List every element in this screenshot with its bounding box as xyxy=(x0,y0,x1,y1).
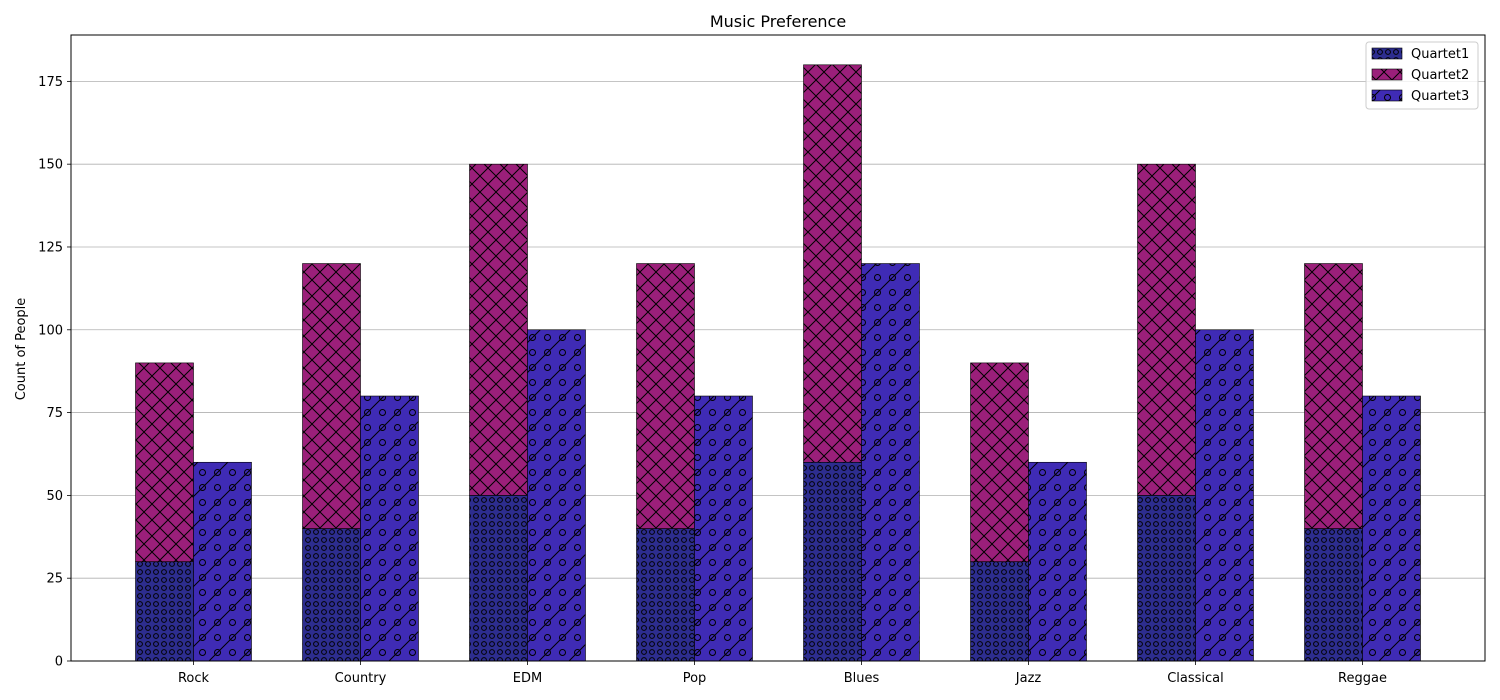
y-tick-label: 150 xyxy=(38,158,63,173)
bars-layer xyxy=(135,64,1421,662)
legend-swatch-quartet2 xyxy=(1371,68,1403,81)
y-tick-label: 175 xyxy=(38,75,63,90)
bar-quartet2-pop xyxy=(636,263,695,529)
y-tick-label: 50 xyxy=(46,489,63,504)
x-tick-label: Pop xyxy=(683,671,707,686)
bar-quartet2-jazz xyxy=(970,362,1029,562)
bar-quartet2-reggae xyxy=(1304,263,1363,529)
y-tick-label: 0 xyxy=(55,655,63,670)
axis-layer: 0 25 50 75 100 125 150 175 Rock Country EDM Pop Blue… xyxy=(38,34,1486,686)
bar-quartet1-pop xyxy=(636,528,695,662)
legend-item-quartet1: Quartet1 xyxy=(1371,47,1469,62)
bar-quartet3-rock xyxy=(193,461,252,662)
bar-quartet2-country xyxy=(302,263,361,529)
y-tick-label: 25 xyxy=(46,572,63,587)
x-tick-label: Reggae xyxy=(1338,671,1387,686)
y-tick-label: 100 xyxy=(38,323,63,338)
bar-quartet3-country xyxy=(360,395,419,662)
legend-item-quartet2: Quartet2 xyxy=(1371,68,1469,83)
bar-quartet3-pop xyxy=(694,395,753,662)
x-tick-label: Country xyxy=(335,671,387,686)
y-tick-label: 125 xyxy=(38,240,63,255)
x-tick-label: Rock xyxy=(178,671,210,686)
legend-swatch-quartet3 xyxy=(1371,89,1403,102)
bar-quartet2-classical xyxy=(1137,163,1196,496)
bar-quartet1-classical xyxy=(1137,495,1196,662)
x-tick-label: EDM xyxy=(513,671,542,686)
bar-quartet2-blues xyxy=(803,64,862,463)
bar-quartet3-classical xyxy=(1195,329,1254,662)
bar-quartet1-rock xyxy=(135,561,194,662)
bar-quartet2-rock xyxy=(135,362,194,562)
bar-quartet1-reggae xyxy=(1304,528,1363,662)
legend-item-quartet3: Quartet3 xyxy=(1371,89,1469,104)
x-tick-label: Jazz xyxy=(1015,671,1042,686)
x-tick-label: Classical xyxy=(1167,671,1224,686)
legend: Quartet1 Quartet2 Quartet3 xyxy=(1365,41,1479,110)
bar-quartet3-jazz xyxy=(1028,461,1087,662)
bar-quartet1-country xyxy=(302,528,361,662)
legend-label-quartet2: Quartet2 xyxy=(1411,68,1469,83)
chart-title: Music Preference xyxy=(710,12,846,31)
bar-quartet3-blues xyxy=(861,263,920,662)
y-axis-label: Count of People xyxy=(14,298,29,401)
legend-label-quartet1: Quartet1 xyxy=(1411,47,1469,62)
plot-frame xyxy=(70,34,1486,662)
bar-quartet3-reggae xyxy=(1362,395,1421,662)
grid-layer xyxy=(71,80,1485,662)
bar-quartet1-blues xyxy=(803,461,862,662)
bar-quartet1-jazz xyxy=(970,561,1029,662)
bar-quartet2-edm xyxy=(469,163,528,496)
legend-swatch-quartet1 xyxy=(1371,47,1403,60)
x-tick-label: Blues xyxy=(844,671,880,686)
legend-label-quartet3: Quartet3 xyxy=(1411,89,1469,104)
y-tick-label: 75 xyxy=(46,406,63,421)
bar-quartet3-edm xyxy=(527,329,586,662)
bar-quartet1-edm xyxy=(469,495,528,662)
